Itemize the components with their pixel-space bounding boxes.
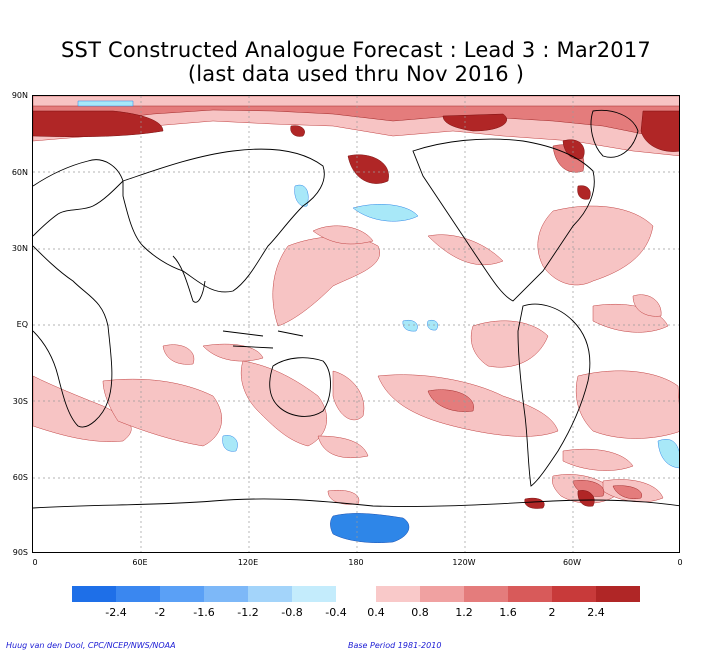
- graticule: [33, 96, 679, 552]
- greenland-outline: [590, 109, 639, 158]
- colorbar-label: -0.4: [325, 606, 347, 619]
- lon-label-60e: 60E: [132, 558, 148, 567]
- colorbar-swatch-pos-0-4: [376, 586, 420, 602]
- europe-outline: [33, 159, 124, 237]
- colorbar-swatch-pos-2-4: [596, 586, 640, 602]
- sst-anomaly-map-graphic: [33, 96, 679, 552]
- colorbar-label: 2: [548, 606, 556, 619]
- asia-outline: [122, 148, 325, 293]
- africa-outline: [33, 245, 113, 428]
- cool-anomaly-strong: [330, 513, 410, 543]
- colorbar-label: -0.8: [281, 606, 303, 619]
- colorbar-swatch-pos-2: [552, 586, 596, 602]
- colorbar-label: 0.8: [411, 606, 429, 619]
- colorbar-label: 1.2: [455, 606, 473, 619]
- colorbar-swatch-neg-2: [116, 586, 160, 602]
- lat-label-60n: 60N: [11, 168, 28, 177]
- colorbar-swatch-neg-0-4: [292, 586, 336, 602]
- australia-outline: [269, 357, 331, 417]
- colorbar-swatch-pos-1-6: [508, 586, 552, 602]
- lat-label-90s: 90S: [12, 548, 28, 557]
- warm-anomaly-strong: [33, 110, 679, 509]
- india-outline: [172, 255, 206, 303]
- map-title: SST Constructed Analogue Forecast : Lead…: [61, 38, 651, 62]
- credit-base-period: Base Period 1981-2010: [348, 641, 442, 650]
- cool-anomaly-fields: [77, 100, 679, 469]
- colorbar-swatch-pos-0-8: [420, 586, 464, 602]
- colorbar-label: -2: [154, 606, 166, 619]
- lon-label-120w: 120W: [452, 558, 476, 567]
- colorbar-label: -2.4: [105, 606, 127, 619]
- lon-label-60w: 60W: [562, 558, 582, 567]
- coastlines: [33, 109, 679, 509]
- colorbar-label: 1.6: [499, 606, 517, 619]
- north-america-outline: [412, 138, 595, 302]
- maritime-continent: [222, 330, 304, 349]
- colorbar-label: 0.4: [367, 606, 385, 619]
- lat-label-30s: 30S: [12, 397, 28, 406]
- lon-label-0-right: 0: [677, 558, 683, 567]
- sst-map: [32, 95, 680, 553]
- colorbar-swatch-neg-2-4: [72, 586, 116, 602]
- colorbar-swatch-neg-1-6: [160, 586, 204, 602]
- lon-label-120e: 120E: [237, 558, 259, 567]
- colorbar-swatch-neg-1-2: [204, 586, 248, 602]
- lon-label-180: 180: [348, 558, 364, 567]
- lat-label-60s: 60S: [12, 473, 28, 482]
- map-subtitle: (last data used thru Nov 2016 ): [187, 62, 525, 86]
- lat-label-eq: EQ: [16, 320, 28, 329]
- south-america-outline: [517, 303, 591, 487]
- colorbar-swatch-pos-1-2: [464, 586, 508, 602]
- colorbar-label: 2.4: [587, 606, 605, 619]
- colorbar-label: -1.6: [193, 606, 215, 619]
- lat-label-90n: 90N: [11, 91, 28, 100]
- credit-author: Huug van den Dool, CPC/NCEP/NWS/NOAA: [6, 641, 176, 650]
- lon-label-0-left: 0: [32, 558, 38, 567]
- lat-label-30n: 30N: [11, 244, 28, 253]
- antarctica-outline: [33, 498, 679, 509]
- colorbar-label: -1.2: [237, 606, 259, 619]
- colorbar-swatch-neg-0-8: [248, 586, 292, 602]
